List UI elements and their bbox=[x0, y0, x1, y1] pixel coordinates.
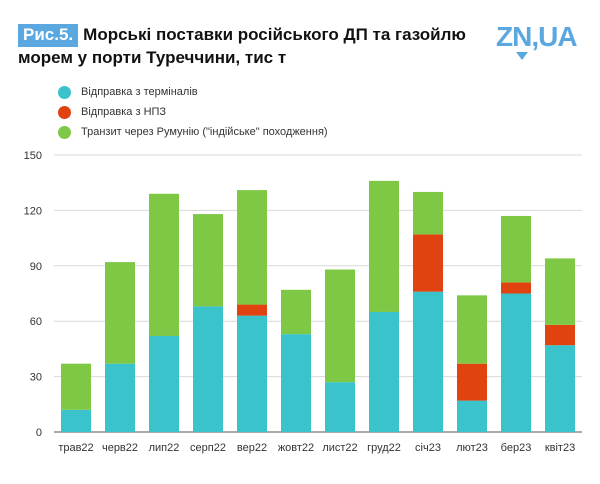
bar-segment-series0 bbox=[325, 382, 355, 432]
bar-segment-series0 bbox=[193, 306, 223, 432]
figure-label: Рис.5. bbox=[18, 24, 79, 47]
chart-title: Морські поставки російського ДП та газой… bbox=[18, 25, 466, 67]
x-tick-label: груд22 bbox=[367, 442, 401, 454]
bar-segment-series2 bbox=[501, 215, 531, 283]
bar-segment-series2 bbox=[149, 193, 179, 336]
bar-segment-series0 bbox=[105, 363, 135, 432]
y-tick-label: 30 bbox=[30, 372, 42, 384]
bar-segment-series1 bbox=[237, 304, 267, 316]
x-tick-label: лют23 bbox=[456, 442, 488, 454]
y-tick-label: 0 bbox=[36, 427, 42, 439]
bar-segment-series0 bbox=[149, 335, 179, 432]
legend-swatch-terminals bbox=[58, 85, 71, 99]
bar-segment-series2 bbox=[545, 258, 575, 325]
legend-swatch-transit bbox=[58, 125, 71, 139]
logo-speech-tail-icon bbox=[516, 52, 528, 60]
legend-label-transit: Транзит через Румунію ("індійське" поход… bbox=[81, 126, 328, 138]
bar-segment-series0 bbox=[545, 345, 575, 432]
x-tick-label: бер23 bbox=[501, 442, 532, 454]
legend-swatch-refinery bbox=[58, 105, 71, 119]
bar-segment-series2 bbox=[413, 191, 443, 235]
bar-segment-series0 bbox=[61, 409, 91, 432]
legend-item-refinery: Відправка з НПЗ bbox=[58, 103, 328, 121]
x-tick-label: трав22 bbox=[58, 442, 93, 454]
x-tick-label: січ23 bbox=[415, 442, 441, 454]
bar-segment-series1 bbox=[545, 324, 575, 346]
bar-segment-series2 bbox=[281, 289, 311, 335]
x-tick-label: квіт23 bbox=[545, 442, 575, 454]
x-tick-label: лип22 bbox=[149, 442, 180, 454]
bar-segment-series2 bbox=[369, 180, 399, 312]
bar-segment-series0 bbox=[237, 315, 267, 432]
y-tick-label: 120 bbox=[24, 205, 42, 217]
y-tick-label: 60 bbox=[30, 316, 42, 328]
legend-item-terminals: Відправка з терміналів bbox=[58, 83, 328, 101]
bar-segment-series2 bbox=[237, 190, 267, 305]
zn-ua-logo: ZN,UA bbox=[494, 18, 578, 62]
bar-segment-series2 bbox=[61, 363, 91, 410]
bar-segment-series2 bbox=[325, 269, 355, 383]
bar-segment-series2 bbox=[105, 262, 135, 364]
x-tick-label: лист22 bbox=[322, 442, 357, 454]
x-tick-label: серп22 bbox=[190, 442, 226, 454]
y-tick-label: 90 bbox=[30, 261, 42, 273]
chart-header: Рис.5. Морські поставки російського ДП та… bbox=[18, 24, 488, 68]
y-tick-label: 150 bbox=[24, 150, 42, 162]
x-tick-label: жовт22 bbox=[278, 442, 314, 454]
x-tick-label: вер22 bbox=[237, 442, 267, 454]
bar-segment-series0 bbox=[369, 311, 399, 432]
bar-segment-series0 bbox=[457, 400, 487, 432]
bar-segment-series1 bbox=[501, 282, 531, 294]
bar-segment-series1 bbox=[457, 363, 487, 401]
bar-segment-series2 bbox=[457, 295, 487, 364]
chart-legend: Відправка з терміналів Відправка з НПЗ Т… bbox=[58, 83, 328, 143]
bar-segment-series1 bbox=[413, 234, 443, 292]
legend-label-refinery: Відправка з НПЗ bbox=[81, 106, 167, 118]
legend-item-transit: Транзит через Румунію ("індійське" поход… bbox=[58, 123, 328, 141]
x-tick-label: черв22 bbox=[102, 442, 138, 454]
bar-segment-series0 bbox=[501, 293, 531, 432]
logo-text: ZN,UA bbox=[496, 21, 578, 52]
bar-segment-series0 bbox=[281, 334, 311, 432]
bar-segment-series2 bbox=[193, 214, 223, 307]
legend-label-terminals: Відправка з терміналів bbox=[81, 86, 198, 98]
bar-segment-series0 bbox=[413, 291, 443, 432]
